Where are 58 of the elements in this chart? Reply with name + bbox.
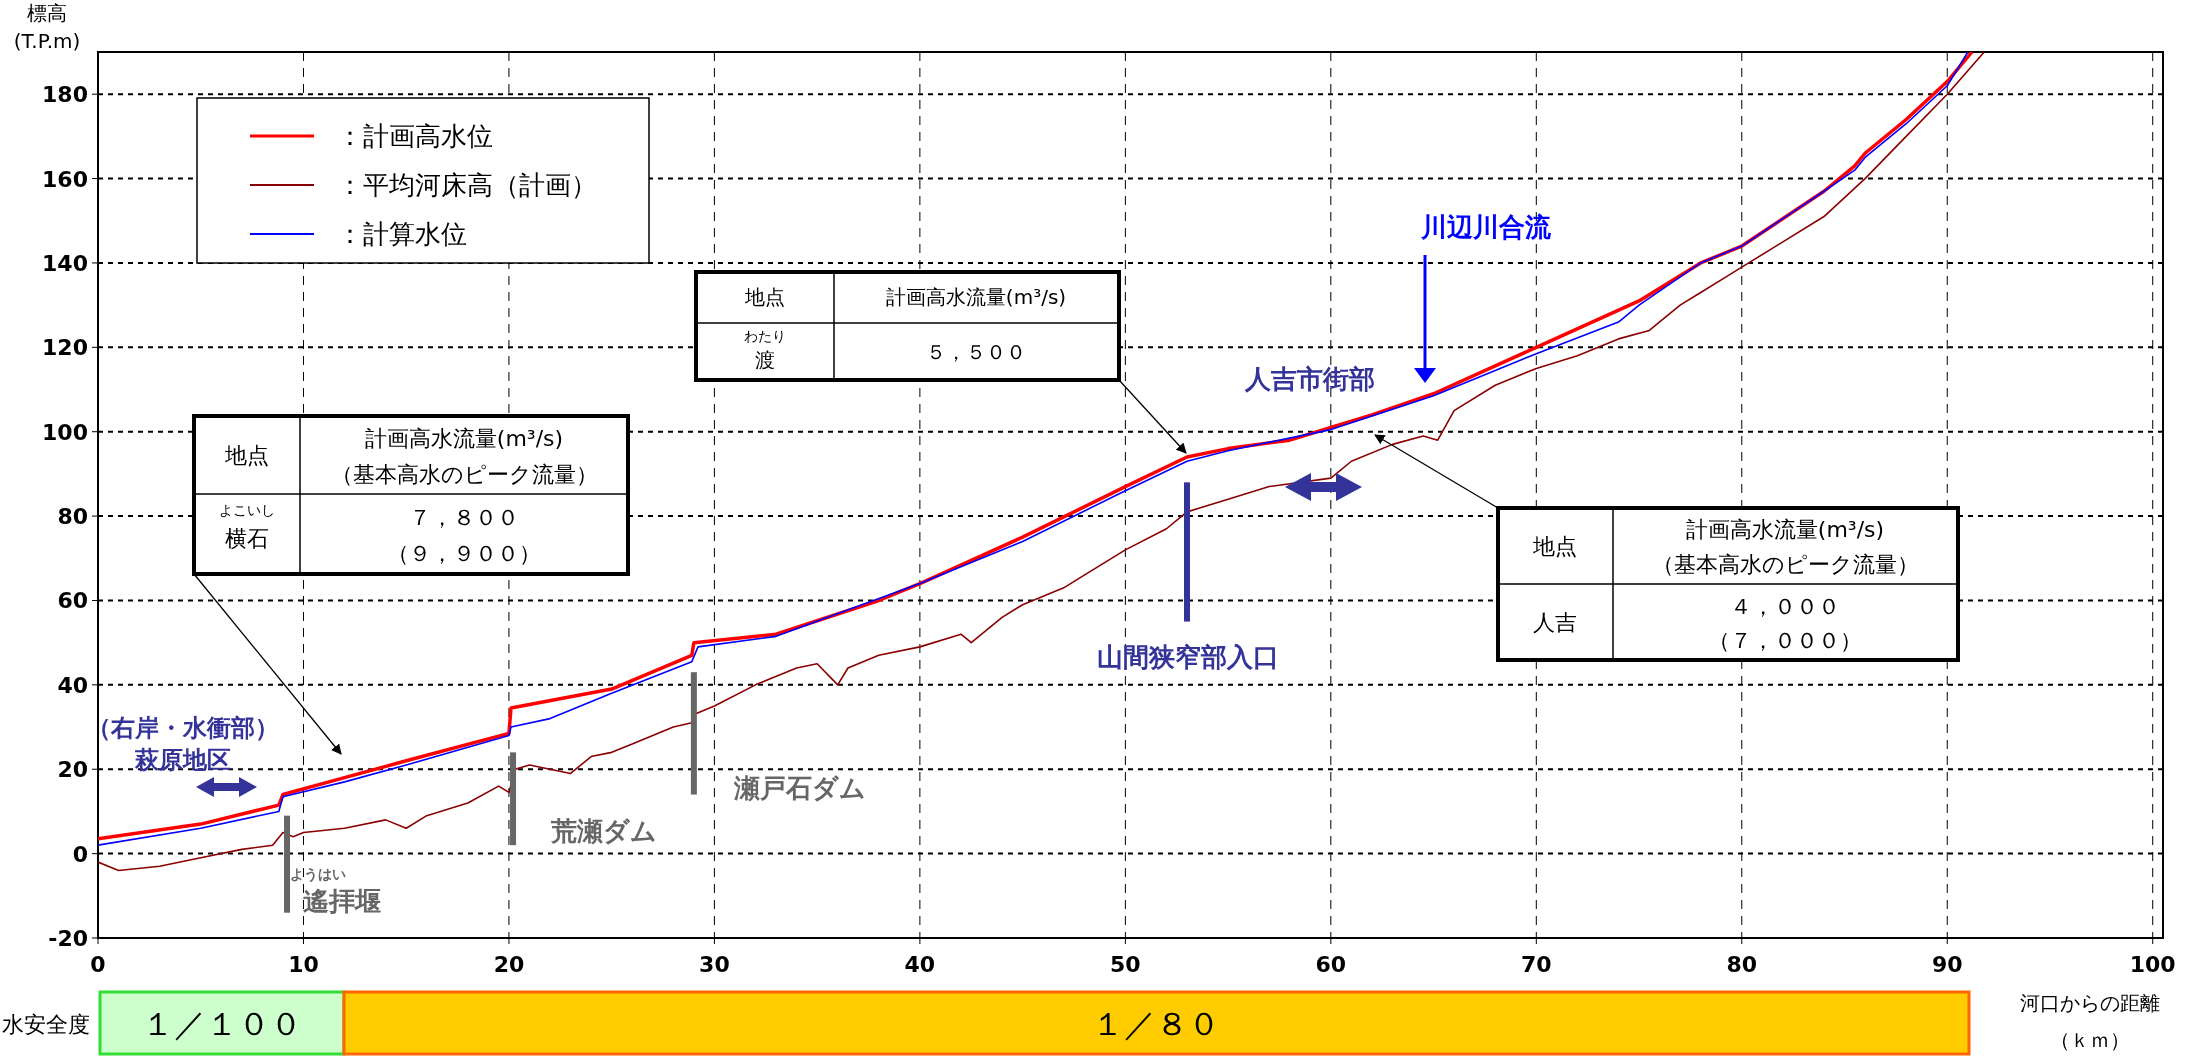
annotation: 瀬戸石ダム xyxy=(733,773,866,803)
annotation: 横石 xyxy=(225,525,269,551)
x-tick-label: 20 xyxy=(493,952,525,977)
y-tick-label: 20 xyxy=(57,757,88,783)
annotation: 荒瀬ダム xyxy=(550,816,657,846)
annotation: 山間狭窄部入口 xyxy=(1097,642,1279,672)
y-tick-label: 120 xyxy=(42,335,88,361)
annotation: （７，０００） xyxy=(1708,627,1862,653)
x-tick-label: 90 xyxy=(1931,952,1963,977)
annotation: ４，０００ xyxy=(1730,593,1840,619)
text: １／１００ xyxy=(142,1005,302,1043)
annotation: （右岸・水衝部） xyxy=(87,714,279,742)
x-tick-label: 100 xyxy=(2129,952,2176,977)
text: １／８０ xyxy=(1092,1005,1220,1043)
y-tick-label: 160 xyxy=(42,166,88,192)
y-tick-label: -20 xyxy=(48,926,88,951)
x-tick-label: 30 xyxy=(699,952,730,977)
annotation: 人吉市街部 xyxy=(1244,364,1375,394)
y-tick-label: 40 xyxy=(57,672,88,698)
x-axis-title: 河口からの距離 xyxy=(2020,991,2160,1015)
annotation: ようはい xyxy=(290,866,346,883)
text: 水安全度 xyxy=(2,1011,90,1037)
annotation: 計画高水流量(m³/s) xyxy=(364,425,564,451)
y-tick-label: 0 xyxy=(72,841,88,867)
annotation: よこいし xyxy=(219,502,275,518)
legend-label: ：計算水位 xyxy=(337,219,467,249)
y-tick-label: 140 xyxy=(42,250,88,276)
y-tick-label: 180 xyxy=(42,82,88,108)
x-tick-label: 50 xyxy=(1110,952,1141,977)
x-tick-label: 80 xyxy=(1726,952,1758,977)
annotation: 人吉 xyxy=(1533,609,1577,635)
annotation: （９，９００） xyxy=(387,540,541,566)
annotation: 地点 xyxy=(1532,533,1577,559)
annotation: （基本高水のピーク流量） xyxy=(1651,551,1919,577)
annotation: 計画高水流量(m³/s) xyxy=(1685,516,1885,542)
x-tick-label: 40 xyxy=(904,952,936,977)
annotation: 計画高水流量(m³/s) xyxy=(885,285,1067,309)
annotation: 遙拝堰 xyxy=(303,886,381,916)
annotation: わたり xyxy=(744,328,786,344)
annotation: 川辺川合流 xyxy=(1420,212,1552,242)
annotation: 地点 xyxy=(224,442,269,468)
legend-label: ：平均河床高（計画） xyxy=(337,170,597,200)
x-tick-label: 60 xyxy=(1315,952,1347,977)
annotation: （基本高水のピーク流量） xyxy=(330,461,598,487)
annotation: ７，８００ xyxy=(409,504,519,530)
x-tick-label: 0 xyxy=(90,952,106,977)
y-tick-label: 60 xyxy=(57,588,88,614)
y-tick-label: 100 xyxy=(42,419,88,445)
text: （ｋｍ） xyxy=(2050,1028,2130,1052)
y-axis-title: 標高 (T.P.m) xyxy=(13,1,81,53)
x-tick-label: 70 xyxy=(1521,952,1552,977)
legend-label: ：計画高水位 xyxy=(337,121,493,151)
annotation: 渡 xyxy=(755,348,775,372)
annotation: 萩原地区 xyxy=(134,746,231,774)
x-tick-label: 10 xyxy=(288,952,319,977)
annotation: ５，５００ xyxy=(926,340,1026,364)
annotation: 地点 xyxy=(744,285,785,309)
y-tick-label: 80 xyxy=(57,504,88,530)
